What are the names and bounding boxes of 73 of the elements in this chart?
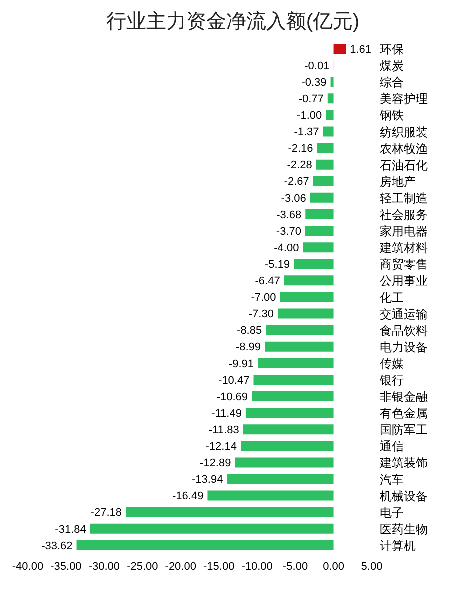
y-tick-label: 家用电器	[380, 224, 428, 239]
y-tick-label: 建筑材料	[379, 241, 428, 256]
data-label: -1.00	[297, 110, 322, 122]
y-tick-label: 食品饮料	[380, 324, 428, 338]
data-label: -2.28	[287, 160, 312, 172]
data-label: -33.62	[42, 540, 73, 552]
data-label: -12.14	[206, 441, 237, 454]
y-tick-label: 有色金属	[380, 406, 428, 421]
data-label: -7.00	[251, 292, 276, 304]
data-label: -3.70	[276, 226, 302, 238]
x-tick-label: -10.00	[242, 560, 273, 573]
y-tick-label: 纺织服装	[380, 125, 428, 140]
data-label: -9.91	[228, 358, 254, 370]
data-label: -11.83	[208, 424, 240, 436]
data-label: -16.49	[172, 490, 204, 503]
y-tick-label: 电子	[380, 506, 404, 520]
data-label: -1.37	[294, 126, 320, 139]
data-label: -0.01	[304, 60, 330, 72]
y-tick-label: 煤炭	[380, 59, 404, 74]
data-label: -0.39	[302, 76, 327, 89]
y-tick-label: 环保	[380, 42, 404, 57]
x-tick-label: -35.00	[50, 560, 82, 573]
x-tick-label: 0.00	[323, 560, 344, 573]
y-tick-label: 社会服务	[380, 208, 428, 222]
data-label: -3.06	[281, 192, 306, 205]
data-label: -6.47	[255, 276, 280, 288]
y-tick-label: 国防军工	[380, 423, 428, 438]
data-label: -10.69	[216, 391, 248, 404]
y-tick-label: 轻工制造	[380, 191, 428, 206]
y-tick-label: 公用事业	[380, 274, 428, 288]
data-label: -7.30	[248, 308, 274, 321]
y-tick-label: 传媒	[380, 356, 404, 371]
data-label: -13.94	[192, 474, 224, 486]
y-tick-label: 建筑装饰	[379, 456, 428, 470]
data-label: -2.16	[288, 143, 314, 156]
y-tick-label: 通信	[380, 440, 404, 454]
y-tick-label: 钢铁	[379, 108, 404, 123]
data-label: -31.84	[55, 524, 86, 536]
data-label: -5.19	[265, 258, 290, 271]
y-tick-label: 计算机	[380, 538, 416, 553]
data-label: -12.89	[200, 458, 232, 470]
y-tick-label: 非银金融	[380, 390, 428, 404]
x-tick-label: -5.00	[283, 560, 308, 573]
y-tick-label: 医药生物	[380, 522, 428, 536]
x-tick-label: -40.00	[12, 560, 44, 573]
data-label: -10.47	[218, 374, 250, 387]
x-tick-label: 5.00	[361, 560, 383, 573]
y-tick-label: 电力设备	[380, 340, 428, 354]
y-tick-label: 石油石化	[380, 158, 428, 172]
y-tick-label: 综合	[380, 76, 404, 90]
data-label: -8.99	[236, 342, 262, 354]
y-tick-label: 交通运输	[380, 307, 428, 322]
y-tick-label: 农林牧渔	[380, 142, 428, 156]
x-tick-label: -25.00	[127, 560, 158, 573]
x-tick-label: -20.00	[165, 560, 196, 573]
y-tick-label: 商贸零售	[380, 258, 428, 272]
y-tick-label: 汽车	[380, 472, 404, 487]
data-label: -3.68	[276, 209, 302, 222]
data-label: -27.18	[90, 507, 122, 520]
x-tick-label: -15.00	[204, 560, 235, 573]
x-tick-label: -30.00	[88, 560, 120, 573]
data-label: -8.85	[237, 325, 262, 338]
y-tick-label: 银行	[379, 374, 404, 388]
data-label: -4.00	[274, 242, 300, 254]
y-tick-label: 美容护理	[380, 92, 428, 106]
data-label: 1.61	[350, 44, 372, 56]
y-tick-label: 房地产	[380, 174, 416, 189]
data-label: -0.77	[298, 93, 324, 106]
y-tick-label: 机械设备	[380, 489, 428, 504]
chart-title: 行业主力资金净流入额(亿元)	[105, 10, 361, 35]
data-label: -2.67	[284, 176, 310, 188]
data-label: -11.49	[212, 408, 242, 420]
y-tick-label: 化工	[380, 290, 404, 305]
